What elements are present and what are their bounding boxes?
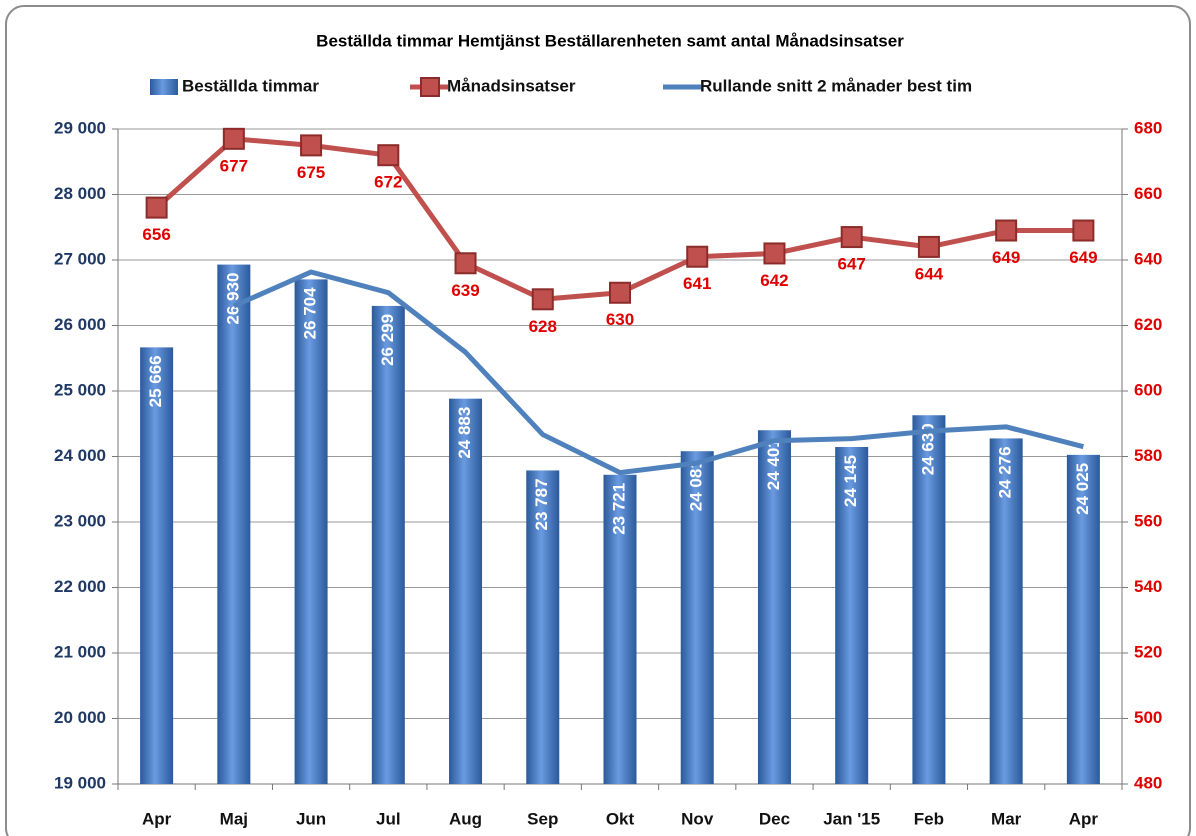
y2-tick-label: 620 (1134, 315, 1162, 334)
bar-value-label: 24 883 (455, 407, 474, 459)
line-value-label: 656 (142, 225, 170, 244)
x-tick-label: Jan '15 (823, 809, 880, 828)
bar (989, 438, 1023, 784)
y2-tick-label: 640 (1134, 249, 1162, 268)
line-value-label: 649 (992, 248, 1020, 267)
bar (1066, 454, 1100, 784)
bar-value-label: 24 145 (841, 455, 860, 507)
y2-tick-label: 560 (1134, 511, 1162, 530)
y-tick-label: 27 000 (54, 249, 106, 268)
line-value-label: 642 (760, 271, 788, 290)
y2-tick-label: 580 (1134, 446, 1162, 465)
bar (294, 279, 328, 784)
bar (680, 451, 714, 784)
bar-value-label: 24 630 (918, 423, 937, 475)
line-value-label: 672 (374, 173, 402, 192)
y-tick-label: 24 000 (54, 446, 106, 465)
x-tick-label: Apr (142, 809, 172, 828)
x-tick-label: Mar (991, 809, 1022, 828)
bar (835, 447, 869, 784)
y2-tick-label: 540 (1134, 577, 1162, 596)
marker (763, 242, 786, 265)
bar (449, 398, 483, 784)
x-tick-label: Nov (681, 809, 714, 828)
marker (840, 226, 863, 249)
y2-tick-label: 680 (1134, 118, 1162, 137)
x-tick-label: Maj (220, 809, 248, 828)
y-tick-label: 22 000 (54, 577, 106, 596)
y-tick-label: 25 000 (54, 380, 106, 399)
chart-title: Beställda timmar Hemtjänst Beställarenhe… (316, 31, 904, 50)
marker (995, 219, 1018, 242)
legend-swatch (150, 79, 178, 95)
y2-tick-label: 660 (1134, 184, 1162, 203)
bar (371, 305, 405, 784)
line-value-label: 649 (1069, 248, 1097, 267)
line-value-label: 628 (529, 317, 557, 336)
bar-value-label: 23 721 (609, 483, 628, 535)
line-value-label: 641 (683, 274, 711, 293)
marker (145, 196, 168, 219)
marker (1072, 219, 1095, 242)
y-tick-label: 23 000 (54, 511, 106, 530)
line-value-label: 639 (451, 281, 479, 300)
bar (526, 470, 560, 784)
x-tick-label: Okt (606, 809, 635, 828)
bar-value-label: 24 401 (764, 438, 783, 490)
line-value-label: 647 (838, 255, 866, 274)
marker (454, 252, 477, 275)
marker (686, 245, 709, 268)
line-value-label: 677 (220, 156, 248, 175)
marker (377, 144, 400, 167)
y-tick-label: 29 000 (54, 118, 106, 137)
x-tick-label: Aug (449, 809, 482, 828)
bar (603, 474, 637, 784)
line-value-label: 675 (297, 163, 325, 182)
line (232, 269, 1085, 476)
marker (917, 235, 940, 258)
y2-tick-label: 480 (1134, 773, 1162, 792)
legend-marker (420, 77, 440, 97)
y-tick-label: 19 000 (54, 773, 106, 792)
marker (609, 281, 631, 304)
bar-value-label: 24 276 (996, 446, 1015, 498)
bar-value-label: 25 666 (146, 355, 165, 407)
legend-label: Beställda timmar (182, 76, 319, 95)
bar-value-label: 23 787 (532, 478, 551, 530)
x-tick-label: Jul (376, 809, 401, 828)
bar (140, 347, 174, 784)
bar-value-label: 26 704 (301, 287, 320, 340)
bar-value-label: 26 299 (378, 314, 397, 366)
legend-label: Månadsinsatser (447, 76, 576, 95)
bar (217, 264, 251, 785)
y-tick-label: 28 000 (54, 184, 106, 203)
bar-value-label: 24 025 (1073, 463, 1092, 515)
x-tick-label: Jun (296, 809, 326, 828)
marker (222, 127, 245, 150)
y-tick-label: 21 000 (54, 642, 106, 661)
bar (912, 415, 946, 784)
y-tick-label: 26 000 (54, 315, 106, 334)
marker (300, 134, 323, 157)
x-tick-label: Sep (527, 809, 558, 828)
marker (531, 288, 554, 311)
bar-value-label: 24 081 (687, 459, 706, 511)
line-value-label: 644 (915, 264, 944, 283)
y2-tick-label: 520 (1134, 642, 1162, 661)
y-tick-label: 20 000 (54, 708, 106, 727)
y2-tick-label: 600 (1134, 380, 1162, 399)
bar-value-label: 26 930 (223, 273, 242, 325)
x-tick-label: Feb (914, 809, 944, 828)
y2-tick-label: 500 (1134, 708, 1162, 727)
line-value-label: 630 (606, 310, 634, 329)
bar (757, 430, 791, 784)
legend-label: Rullande snitt 2 månader best tim (700, 76, 972, 95)
x-tick-label: Apr (1069, 809, 1099, 828)
x-tick-label: Dec (759, 809, 790, 828)
